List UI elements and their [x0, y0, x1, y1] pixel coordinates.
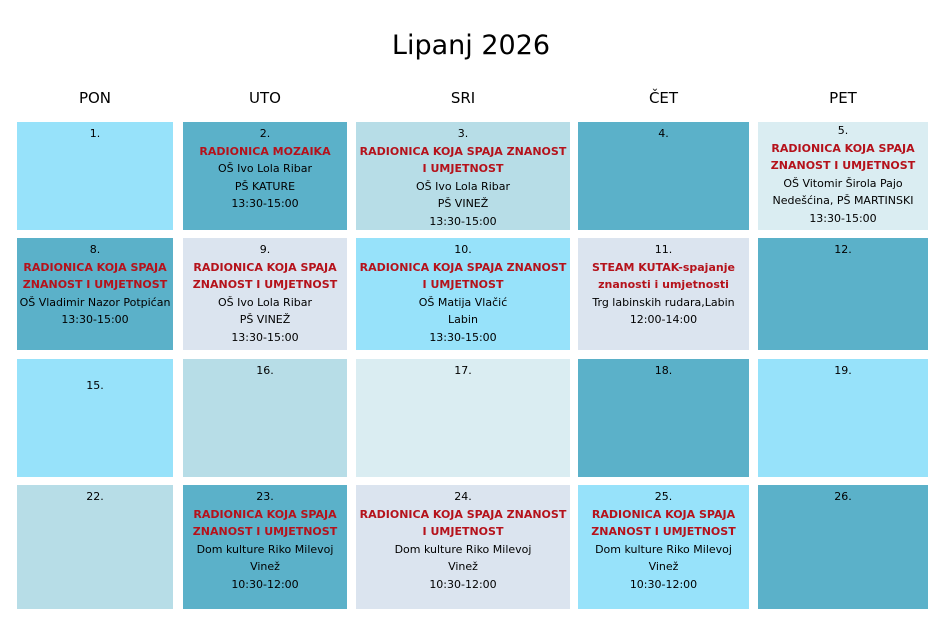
day-number: 26.: [834, 490, 852, 503]
day-number: 11.: [654, 243, 673, 256]
event-title: RADIONICA KOJA SPAJA ZNANOST I UMJETNOST: [359, 260, 567, 292]
event-detail-line: Dom kulture Riko Milevoj: [394, 542, 532, 556]
event-title: RADIONICA KOJA SPAJA ZNANOST I UMJETNOST: [22, 260, 168, 292]
event-detail-line: 13:30-15:00: [231, 197, 299, 211]
day-cell-2[interactable]: 2. RADIONICA MOZAIKA OŠ Ivo Lola Ribar PŠ K…: [183, 122, 347, 230]
event-detail-line: 13:30-15:00: [429, 330, 497, 344]
event-detail-line: OŠ Ivo Lola Ribar: [415, 179, 511, 193]
event-detail-line: PŠ VINEŽ: [239, 313, 291, 327]
event-detail-line: 12:00-14:00: [629, 313, 698, 327]
day-cell-26[interactable]: 26.: [758, 485, 928, 609]
day-number: 4.: [658, 127, 669, 140]
day-cell-25[interactable]: 25. RADIONICA KOJA SPAJA ZNANOST I UMJETN…: [578, 485, 749, 609]
day-number: 9.: [259, 243, 271, 256]
event-detail-line: Dom kulture Riko Milevoj: [595, 542, 732, 556]
day-cell-9[interactable]: 9. RADIONICA KOJA SPAJA ZNANOST I UMJETNO…: [183, 238, 347, 350]
day-number: 18.: [654, 364, 673, 377]
day-cell-8[interactable]: 8. RADIONICA KOJA SPAJA ZNANOST I UMJETNO…: [17, 238, 173, 350]
event-detail-line: Vinež: [448, 560, 478, 574]
day-cell-17[interactable]: 17.: [356, 359, 570, 477]
day-number: 3.: [457, 127, 469, 140]
event-title: RADIONICA KOJA SPAJA ZNANOST I UMJETNOST: [770, 141, 916, 173]
weekday-header-pon: PON: [78, 89, 112, 107]
event-detail-line: OŠ Ivo Lola Ribar: [217, 295, 313, 309]
event-detail-line: PŠ VINEŽ: [437, 197, 489, 211]
day-number: 15.: [86, 379, 104, 392]
weekday-header-pet: PET: [829, 89, 857, 107]
day-cell-10[interactable]: 10. RADIONICA KOJA SPAJA ZNANOST I UMJETN…: [356, 238, 570, 350]
event-title: RADIONICA KOJA SPAJA ZNANOST I UMJETNOST: [359, 144, 567, 176]
day-cell-3[interactable]: 3. RADIONICA KOJA SPAJA ZNANOST I UMJETNO…: [356, 122, 570, 230]
event-detail-line: 10:30-12:00: [231, 577, 299, 591]
event-detail-line: 13:30-15:00: [61, 313, 129, 327]
day-number: 8.: [89, 243, 101, 256]
event-detail-line: OŠ Ivo Lola Ribar: [217, 162, 313, 176]
event-title: RADIONICA KOJA SPAJA ZNANOST I UMJETNOST: [359, 507, 567, 539]
event-detail-line: 10:30-12:00: [429, 577, 497, 591]
event-detail-line: OŠ Matija Vlačić: [418, 295, 508, 309]
day-number: 24.: [454, 490, 472, 503]
weekday-header-sri: SRI: [450, 89, 476, 107]
day-number: 23.: [256, 490, 274, 503]
event-detail-line: PŠ KATURE: [234, 179, 296, 193]
day-number: 5.: [837, 124, 849, 137]
weekday-header-uto: UTO: [249, 89, 281, 107]
event-detail-line: Labin: [448, 313, 478, 327]
day-number: 17.: [454, 364, 472, 377]
weekday-header-čet: ČET: [648, 89, 679, 107]
event-detail-line: OŠ Vladimir Nazor Potpićan: [19, 295, 171, 309]
day-cell-4[interactable]: 4.: [578, 122, 749, 230]
event-title: RADIONICA KOJA SPAJA ZNANOST I UMJETNOST: [192, 507, 338, 539]
day-cell-22[interactable]: 22.: [17, 485, 173, 609]
day-cell-19[interactable]: 19.: [758, 359, 928, 477]
event-detail-line: Dom kulture Riko Milevoj: [196, 542, 334, 556]
day-number: 12.: [834, 243, 852, 256]
day-cell-18[interactable]: 18.: [578, 359, 749, 477]
event-title: STEAM KUTAK-spajanje znanosti i umjetnos…: [592, 260, 735, 292]
event-detail-line: 10:30-12:00: [629, 577, 698, 591]
event-detail-line: Vinež: [648, 560, 679, 574]
day-number: 1.: [89, 127, 101, 140]
day-number: 25.: [654, 490, 673, 503]
day-cell-16[interactable]: 16.: [183, 359, 347, 477]
day-cell-23[interactable]: 23. RADIONICA KOJA SPAJA ZNANOST I UMJETN…: [183, 485, 347, 609]
day-cell-1[interactable]: 1.: [17, 122, 173, 230]
day-number: 16.: [256, 364, 274, 377]
day-number: 10.: [454, 243, 472, 256]
day-cell-24[interactable]: 24. RADIONICA KOJA SPAJA ZNANOST I UMJETN…: [356, 485, 570, 609]
month-title: Lipanj 2026: [391, 30, 551, 61]
day-cell-5[interactable]: 5. RADIONICA KOJA SPAJA ZNANOST I UMJETNO…: [758, 122, 928, 230]
day-number: 2.: [259, 127, 271, 140]
event-detail-line: 13:30-15:00: [231, 330, 299, 344]
event-detail-line: Vinež: [250, 560, 280, 574]
event-title: RADIONICA KOJA SPAJA ZNANOST I UMJETNOST: [192, 260, 338, 292]
event-detail-line: 13:30-15:00: [809, 211, 877, 225]
event-title: RADIONICA KOJA SPAJA ZNANOST I UMJETNOST: [591, 507, 736, 539]
day-number: 22.: [86, 490, 104, 503]
event-detail-line: OŠ Vitomir Širola Pajo Nedešćina, PŠ MAR…: [772, 176, 914, 208]
event-title: RADIONICA MOZAIKA: [199, 144, 331, 158]
event-detail-line: Trg labinskih rudara,Labin: [592, 295, 735, 309]
day-number: 19.: [834, 364, 852, 377]
event-detail-line: 13:30-15:00: [429, 214, 497, 228]
day-cell-12[interactable]: 12.: [758, 238, 928, 350]
day-cell-15[interactable]: 15.: [17, 359, 173, 477]
day-cell-11[interactable]: 11. STEAM KUTAK-spajanje znanosti i umjet…: [578, 238, 749, 350]
